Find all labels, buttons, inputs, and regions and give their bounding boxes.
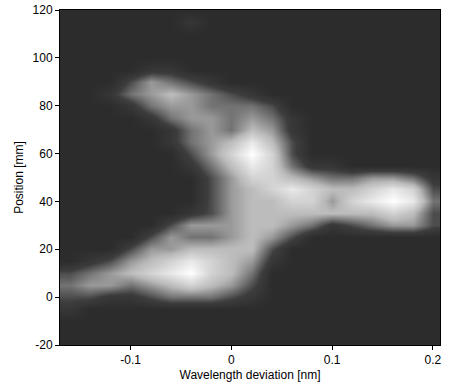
svg-text:40: 40 bbox=[39, 195, 53, 209]
svg-text:-20: -20 bbox=[35, 338, 53, 352]
svg-text:0: 0 bbox=[228, 353, 235, 367]
svg-text:80: 80 bbox=[39, 99, 53, 113]
svg-text:0.1: 0.1 bbox=[324, 353, 341, 367]
svg-text:Position [mm]: Position [mm] bbox=[12, 141, 26, 214]
svg-text:20: 20 bbox=[39, 242, 53, 256]
svg-text:0.2: 0.2 bbox=[425, 353, 442, 367]
svg-text:-0.1: -0.1 bbox=[120, 353, 141, 367]
svg-text:100: 100 bbox=[33, 51, 53, 65]
svg-text:Wavelength deviation [nm]: Wavelength deviation [nm] bbox=[180, 368, 321, 382]
svg-text:60: 60 bbox=[39, 147, 53, 161]
svg-text:120: 120 bbox=[33, 3, 53, 17]
svg-text:0: 0 bbox=[46, 290, 53, 304]
